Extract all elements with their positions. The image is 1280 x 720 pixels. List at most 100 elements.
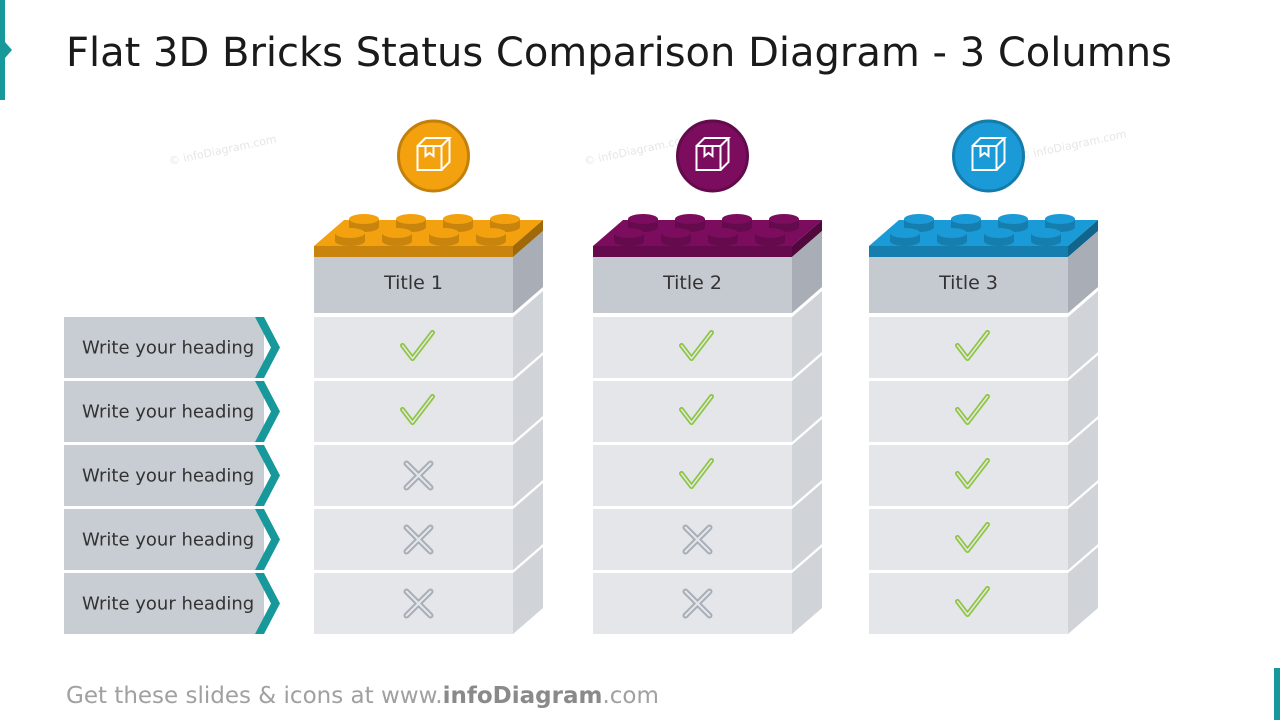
stud-top bbox=[904, 214, 934, 224]
column-title: Title 2 bbox=[662, 272, 722, 294]
stud-top bbox=[722, 214, 752, 224]
accent-bar bbox=[1274, 668, 1280, 720]
stud-top bbox=[661, 228, 691, 238]
cell bbox=[869, 445, 1068, 506]
row-chevron bbox=[255, 381, 280, 442]
stud-top bbox=[382, 228, 412, 238]
column-header-side bbox=[1068, 231, 1098, 313]
check-mark-inner bbox=[680, 459, 713, 488]
box-icon-shape bbox=[695, 137, 731, 171]
stud-top bbox=[349, 214, 379, 224]
stud-top bbox=[490, 214, 520, 224]
check-mark-inner bbox=[680, 331, 713, 360]
stud-top bbox=[443, 214, 473, 224]
watermark: © infoDiagram.com bbox=[1018, 127, 1128, 162]
footer-prefix: Get these slides & icons at www. bbox=[66, 683, 443, 709]
row-heading-box bbox=[64, 509, 264, 570]
stud-top bbox=[1045, 214, 1075, 224]
stud-top bbox=[335, 228, 365, 238]
brick-side bbox=[1068, 220, 1098, 257]
check-mark-inner bbox=[956, 459, 989, 488]
cell-side bbox=[792, 483, 822, 570]
box-icon-shape bbox=[416, 137, 452, 171]
cell-side bbox=[513, 419, 543, 506]
watermark: © infoDiagram.com bbox=[583, 132, 693, 167]
row-chevron bbox=[255, 573, 280, 634]
stud-bottom bbox=[984, 236, 1014, 246]
cell-side bbox=[1068, 419, 1098, 506]
stud-top bbox=[1031, 228, 1061, 238]
stud-bottom bbox=[937, 236, 967, 246]
stud-bottom bbox=[661, 236, 691, 246]
cell bbox=[593, 445, 792, 506]
cell-side bbox=[792, 291, 822, 378]
box-icon bbox=[416, 137, 452, 171]
cell-side bbox=[792, 355, 822, 442]
column-header-side bbox=[792, 231, 822, 313]
column-header bbox=[593, 257, 792, 313]
cell bbox=[869, 573, 1068, 634]
row-heading: Write your heading bbox=[82, 402, 254, 423]
check-mark-inner bbox=[956, 587, 989, 616]
brick-front bbox=[314, 246, 513, 257]
cell bbox=[593, 509, 792, 570]
cell bbox=[314, 317, 513, 378]
column-title: Title 1 bbox=[383, 272, 443, 294]
row-heading: Write your heading bbox=[82, 466, 254, 487]
stud-top bbox=[396, 214, 426, 224]
cell-side bbox=[1068, 355, 1098, 442]
cell bbox=[869, 509, 1068, 570]
row-chevron bbox=[255, 445, 280, 506]
stud-bottom bbox=[476, 236, 506, 246]
cell-side bbox=[513, 291, 543, 378]
stud-bottom bbox=[614, 236, 644, 246]
stud-top bbox=[951, 214, 981, 224]
column-header bbox=[314, 257, 513, 313]
cell bbox=[869, 381, 1068, 442]
footer-suffix: .com bbox=[602, 683, 659, 709]
check-mark-inner bbox=[401, 331, 434, 360]
brick-side bbox=[513, 220, 543, 257]
stud-bottom bbox=[382, 236, 412, 246]
cell-side bbox=[1068, 483, 1098, 570]
cross-mark-inner bbox=[684, 526, 711, 553]
stud-top bbox=[708, 228, 738, 238]
stud-top bbox=[998, 214, 1028, 224]
brick-front bbox=[593, 246, 792, 257]
stud-top bbox=[984, 228, 1014, 238]
cross-mark-inner bbox=[684, 590, 711, 617]
stud-top bbox=[675, 214, 705, 224]
check-mark-inner bbox=[956, 395, 989, 424]
cell bbox=[593, 573, 792, 634]
column-header bbox=[869, 257, 1068, 313]
stud-bottom bbox=[335, 236, 365, 246]
check-mark-inner bbox=[956, 331, 989, 360]
row-heading-box bbox=[64, 317, 264, 378]
row-chevron bbox=[255, 317, 280, 378]
cell-side bbox=[513, 355, 543, 442]
stud-bottom bbox=[708, 236, 738, 246]
cell bbox=[593, 381, 792, 442]
box-icon bbox=[695, 137, 731, 171]
stud-top bbox=[628, 214, 658, 224]
footer-brand: infoDiagram bbox=[442, 683, 603, 709]
accent-arrow bbox=[5, 42, 12, 58]
column-title: Title 3 bbox=[938, 272, 998, 294]
row-heading: Write your heading bbox=[82, 594, 254, 615]
cell-side bbox=[513, 547, 543, 634]
cell-side bbox=[792, 419, 822, 506]
cell-side bbox=[1068, 547, 1098, 634]
row-heading-box bbox=[64, 573, 264, 634]
stud-top bbox=[755, 228, 785, 238]
cell-side bbox=[792, 547, 822, 634]
stud-top bbox=[890, 228, 920, 238]
stud-bottom bbox=[429, 236, 459, 246]
stud-bottom bbox=[890, 236, 920, 246]
cell bbox=[314, 445, 513, 506]
check-mark-inner bbox=[680, 395, 713, 424]
stud-top bbox=[476, 228, 506, 238]
check-mark-inner bbox=[956, 523, 989, 552]
cross-mark-inner bbox=[405, 526, 432, 553]
cell bbox=[593, 317, 792, 378]
